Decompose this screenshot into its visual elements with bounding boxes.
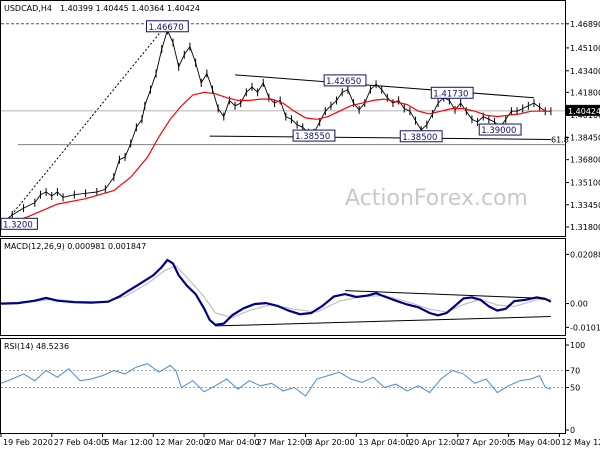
- price-annotation-box: [430, 86, 474, 99]
- price-annotation-label: 1.41730: [433, 89, 468, 99]
- macd-y-tick-label: -0.010121: [570, 323, 600, 332]
- price-y-tick-label: 1.43400: [570, 67, 600, 76]
- macd-y-tick-label: 0.00: [570, 300, 588, 309]
- ohlc-values: 1.40399 1.40445 1.40364 1.40424: [60, 4, 200, 13]
- price-annotation-label: 1.46670: [148, 23, 183, 33]
- rsi-panel-title: RSI(14) 48.5236: [4, 342, 69, 351]
- price-y-tick-label: 1.33450: [570, 201, 600, 210]
- macd-panel-title: MACD(12,26,9) 0.000981 0.001847: [4, 242, 146, 251]
- moving-average-line: [0, 91, 551, 228]
- price-annotation-label: 1.38500: [402, 133, 437, 143]
- price-y-tick-label: 1.35100: [570, 179, 600, 188]
- rsi-y-tick-label: 100: [570, 341, 585, 350]
- x-tick-label: 13 Apr 04:00: [358, 438, 410, 447]
- price-y-tick-label: 1.36800: [570, 156, 600, 165]
- macd-signal-line: [0, 265, 551, 319]
- price-y-tick-label: 1.38450: [570, 133, 600, 142]
- x-tick-label: 27 Apr 20:00: [460, 438, 512, 447]
- x-tick-label: 20 Mar 04:00: [206, 438, 259, 447]
- rsi-panel-frame: [0, 338, 566, 434]
- macd-main-line: [0, 258, 552, 326]
- x-tick-label: 27 Mar 12:00: [257, 438, 310, 447]
- price-trendline: [3, 23, 168, 225]
- x-tick-label: 3 Apr 20:00: [308, 438, 355, 447]
- price-line: [0, 29, 551, 225]
- x-tick-label: 20 Apr 12:00: [409, 438, 461, 447]
- x-tick-label: 5 Mar 12:00: [105, 438, 153, 447]
- price-panel-frame: [0, 0, 566, 237]
- price-y-tick-label: 1.45100: [570, 44, 600, 53]
- price-annotation-box: [145, 20, 189, 33]
- current-price-label: 1.40424: [568, 107, 600, 116]
- x-tick-label: 19 Feb 2020: [3, 438, 53, 447]
- x-tick-label: 27 Feb 04:00: [54, 438, 106, 447]
- price-annotation-box: [478, 123, 522, 136]
- price-annotation-label: 1.38550: [295, 132, 330, 142]
- macd-panel: 0.020884 0.00 -0.010121: [0, 250, 600, 332]
- x-tick-label: 12 May 12:00: [561, 438, 600, 447]
- current-price-tag: [566, 104, 600, 116]
- macd-y-tick-label: 0.020884: [570, 250, 600, 259]
- x-tick-label: 5 May 04:00: [511, 438, 561, 447]
- price-y-tick-label: 1.41800: [570, 88, 600, 97]
- price-annotation-box: [0, 217, 38, 230]
- rsi-y-tick-label: 50: [570, 384, 580, 393]
- macd-panel-frame: [0, 238, 566, 336]
- x-tick-label: 12 Mar 20:00: [155, 438, 208, 447]
- price-annotation-label: 1.42650: [326, 77, 361, 87]
- rsi-y-tick-label: 70: [570, 367, 580, 376]
- price-trendline: [235, 74, 535, 99]
- macd-trendline: [215, 316, 551, 327]
- price-trendline: [209, 135, 551, 140]
- price-y-tick-label: 1.31800: [570, 223, 600, 232]
- price-annotation-label: 1.3200: [3, 220, 33, 230]
- price-annotation-label: 1.39000: [481, 126, 516, 136]
- price-annotation-box: [399, 130, 443, 143]
- rsi-line: [0, 363, 552, 397]
- price-panel: 61.8 1.46670 1.42650 1.41730 1.38550 1.38500 1…: [0, 20, 600, 232]
- macd-trendline: [345, 290, 546, 299]
- price-annotation-box: [292, 129, 336, 142]
- watermark: ActionForex.com: [345, 186, 528, 211]
- rsi-panel: 100 70 50 0: [0, 341, 585, 435]
- fib-level-label: 61.8: [551, 136, 569, 145]
- price-panel-title: USDCAD,H4: [4, 4, 52, 13]
- rsi-y-tick-label: 0: [570, 426, 575, 435]
- price-annotation-box: [323, 74, 367, 87]
- price-y-tick-label: 1.46890: [570, 20, 600, 29]
- x-axis: 19 Feb 2020 27 Feb 04:005 Mar 12:00 12 Mar…: [0, 433, 600, 447]
